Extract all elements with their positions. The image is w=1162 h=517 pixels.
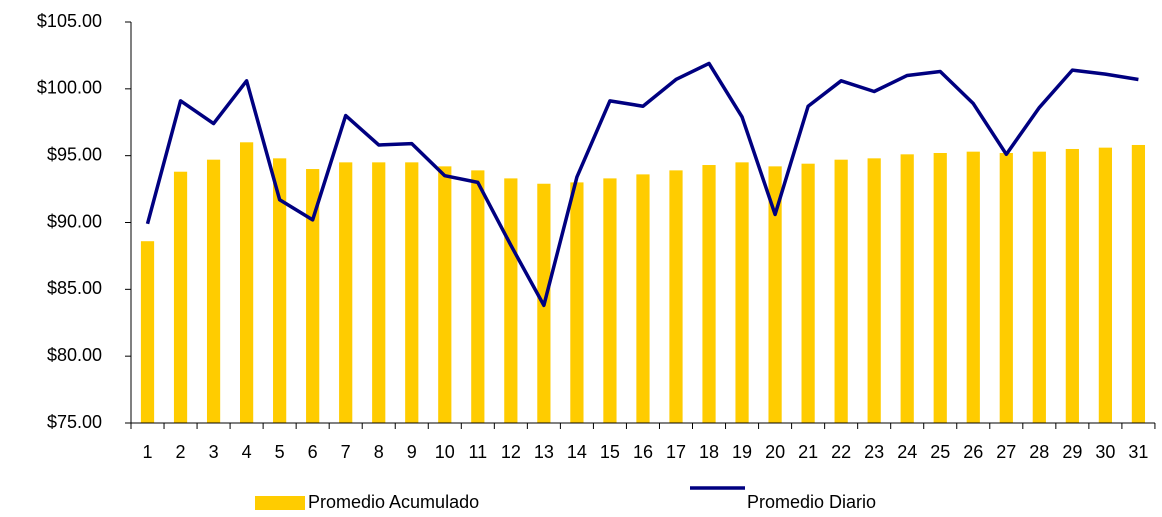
x-tick-label: 4: [242, 442, 252, 462]
y-tick-label: $85.00: [47, 278, 102, 298]
bar: [867, 158, 881, 423]
bar: [173, 171, 188, 423]
legend-swatch: [255, 496, 305, 510]
x-tick-label: 8: [374, 442, 384, 462]
x-tick-label: 11: [468, 442, 487, 462]
bar: [372, 162, 386, 423]
x-tick-label: 25: [930, 442, 950, 462]
legend-label: Promedio Acumulado: [308, 492, 479, 512]
bar: [834, 159, 848, 423]
bar: [1065, 148, 1079, 423]
bar: [603, 178, 617, 423]
bar: [570, 182, 584, 423]
bar: [702, 165, 716, 424]
x-tick-label: 31: [1128, 442, 1148, 462]
legend-label: Promedio Diario: [747, 492, 876, 512]
x-tick-label: 23: [864, 442, 884, 462]
x-tick-label: 18: [699, 442, 719, 462]
bar: [735, 162, 749, 423]
bar: [471, 170, 485, 423]
x-tick-label: 20: [765, 442, 785, 462]
bar: [273, 158, 287, 423]
bar: [999, 152, 1013, 423]
x-tick-label: 2: [176, 442, 186, 462]
bar: [1032, 151, 1046, 423]
x-tick-label: 9: [407, 442, 417, 462]
bar: [933, 152, 947, 423]
bar: [140, 241, 155, 423]
bar: [438, 166, 452, 424]
y-tick-label: $80.00: [47, 345, 102, 365]
y-tick-label: $95.00: [47, 144, 102, 164]
x-tick-label: 19: [732, 442, 752, 462]
bar: [966, 151, 980, 423]
x-tick-label: 13: [534, 442, 554, 462]
x-tick-label: 12: [501, 442, 521, 462]
x-tick-label: 10: [435, 442, 455, 462]
x-tick-label: 5: [275, 442, 285, 462]
bar: [405, 162, 419, 423]
line: [145, 61, 1139, 308]
bar: [206, 159, 221, 423]
x-tick-label: 28: [1029, 442, 1049, 462]
x-tick-label: 26: [963, 442, 983, 462]
x-tick-label: 27: [996, 442, 1016, 462]
x-tick-label: 6: [308, 442, 318, 462]
bar: [669, 170, 683, 423]
x-tick-label: 24: [897, 442, 917, 462]
x-tick-label: 14: [567, 442, 587, 462]
bar: [900, 154, 914, 423]
x-tick-label: 17: [666, 442, 686, 462]
x-tick-label: 29: [1062, 442, 1082, 462]
x-tick-label: 22: [831, 442, 851, 462]
x-tick-label: 15: [600, 442, 620, 462]
y-tick-label: $90.00: [47, 211, 102, 231]
bar: [636, 174, 650, 423]
y-tick-label: $100.00: [37, 78, 102, 98]
x-tick-label: 21: [798, 442, 818, 462]
bar: [1131, 144, 1146, 423]
y-tick-label: $75.00: [47, 412, 102, 432]
bar: [339, 162, 353, 423]
bar: [1098, 147, 1112, 423]
bar: [306, 169, 320, 423]
x-tick-label: 3: [209, 442, 219, 462]
x-tick-label: 16: [633, 442, 653, 462]
bar: [504, 178, 518, 423]
x-tick-label: 30: [1095, 442, 1115, 462]
bar: [801, 163, 815, 424]
bar: [239, 142, 254, 424]
x-tick-label: 7: [341, 442, 351, 462]
y-tick-label: $105.00: [37, 11, 102, 31]
x-tick-label: 1: [143, 442, 153, 462]
bar: [768, 166, 782, 424]
